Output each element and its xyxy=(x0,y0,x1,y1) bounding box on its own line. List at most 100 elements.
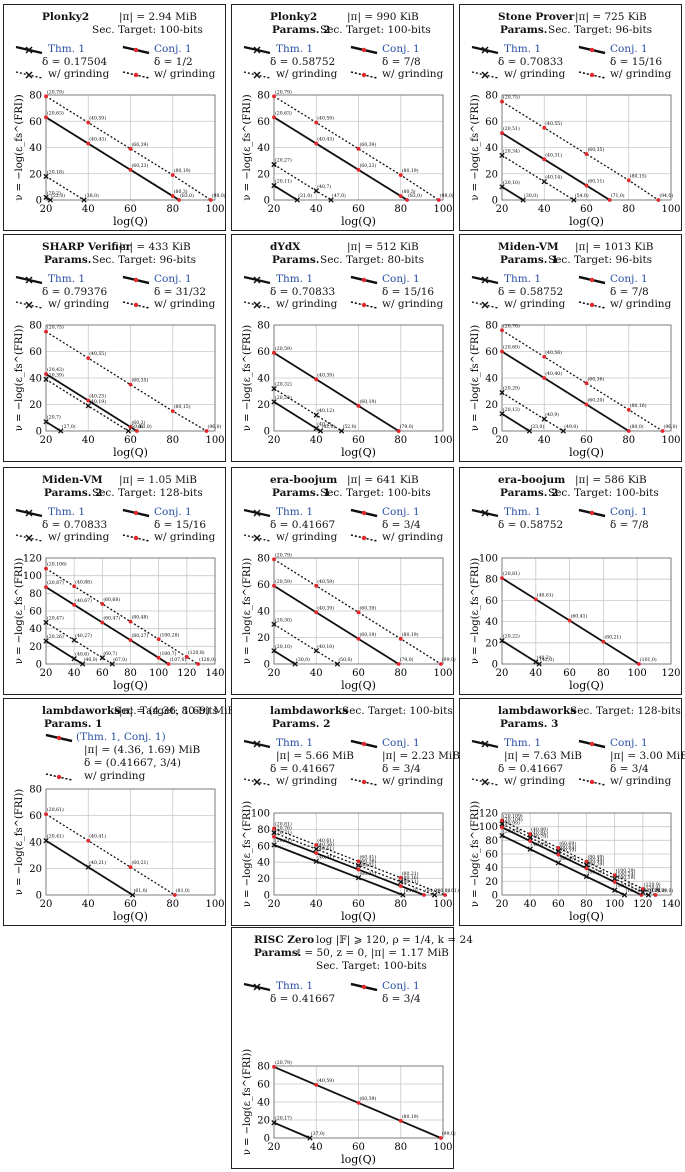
data-label: (60,39) xyxy=(360,604,377,611)
data-point xyxy=(556,845,561,850)
data-point xyxy=(356,403,361,408)
security-target: Sec. Target: 80-bits xyxy=(114,705,219,717)
data-point xyxy=(272,826,276,831)
data-label: (100,29) xyxy=(616,867,636,874)
data-label: (40,9) xyxy=(545,411,559,418)
thm-series: (20,22) (40,2)(42,0) xyxy=(271,394,335,434)
data-point xyxy=(556,852,561,857)
series-line xyxy=(273,401,321,432)
data-point xyxy=(601,639,606,644)
data-label: (20,22) xyxy=(503,633,520,640)
legend-thm: Thm. 1 xyxy=(504,273,542,285)
line-legend-swatch xyxy=(471,739,499,749)
delta-thm: δ = 0.41667 xyxy=(270,763,336,775)
data-point xyxy=(500,99,504,104)
data-point xyxy=(356,146,361,151)
proof-size: |π| = 433 KiB xyxy=(119,241,191,253)
line-legend-swatch xyxy=(471,275,499,285)
y-tick-label: 0 xyxy=(264,891,270,902)
chart-title: era-boojum xyxy=(270,474,338,486)
conj-series: (20,63) (40,43) (60,23) (80,3)(83,0) xyxy=(44,109,194,202)
conj-series: (20,87) (40,67) (60,47) (80,27) (100,7)(107,… xyxy=(44,579,186,666)
data-point xyxy=(520,197,526,203)
data-point xyxy=(44,94,48,99)
data-label: (91,0) xyxy=(425,887,439,894)
data-point xyxy=(398,173,403,177)
thm-grinding-series: (20,39) (40,19) (59,0) xyxy=(43,371,143,434)
chart-subtitle: Params. xyxy=(500,24,548,36)
data-point xyxy=(499,152,505,159)
x-axis-label: log(Q) xyxy=(569,446,604,459)
y-tick-label: 80 xyxy=(257,554,270,565)
data-point xyxy=(43,638,49,644)
chart-title: lambdaworks xyxy=(498,705,577,717)
series-line xyxy=(45,95,212,201)
data-label: (40,55) xyxy=(89,350,106,357)
legend-thm: Thm. 1 xyxy=(504,43,542,55)
data-label: (60,7) xyxy=(103,650,117,657)
data-label: (20,81) xyxy=(275,821,292,828)
y-tick-label: 80 xyxy=(485,575,498,586)
chart-panel-stone: Stone Prover Params. |π| = 725 KiB Sec. Tar… xyxy=(459,4,682,231)
legend-thm: Thm. 1 xyxy=(504,506,542,518)
chart-panel-dydx: dYdX Params. |π| = 512 KiB Sec. Target: 80-… xyxy=(231,234,454,462)
grinding-legend-swatch xyxy=(122,71,150,79)
data-point xyxy=(79,661,86,667)
grinding-legend-swatch xyxy=(350,71,378,79)
y-tick-label: 60 xyxy=(485,596,498,607)
grid xyxy=(501,324,672,432)
y-tick-label: 0 xyxy=(264,427,270,438)
legend-conj: Conj. 1 xyxy=(610,43,648,55)
line-legend-swatch xyxy=(243,982,271,992)
x-tick-label: 20 xyxy=(40,668,53,679)
x-tick-label: 80 xyxy=(394,1142,407,1153)
data-label: (60,3) xyxy=(132,419,146,426)
y-tick-label: 40 xyxy=(485,863,498,874)
y-axis-label: ν = −log(ε_fs^(FRI)) xyxy=(242,801,253,907)
y-tick-label: 60 xyxy=(29,347,42,358)
data-label: (38,0) xyxy=(85,192,99,199)
security-target: Sec. Target: 100-bits xyxy=(320,24,431,36)
delta-conj: δ = 3/4 xyxy=(382,763,421,775)
security-target: Sec. Target: 128-bits xyxy=(570,705,681,717)
x-tick-label: 80 xyxy=(597,668,610,679)
data-label: (40,56) xyxy=(545,349,562,356)
data-label: (20,81) xyxy=(503,570,520,577)
series-line xyxy=(501,413,530,432)
data-point xyxy=(541,178,547,185)
data-label: (20,26) xyxy=(47,633,64,640)
legend-conj: Conj. 1 xyxy=(382,506,420,518)
chart-subtitle: Params. 2 xyxy=(500,487,559,499)
data-label: (80,21) xyxy=(604,634,621,641)
data-label: (40,67) xyxy=(75,597,92,604)
chart-panel-era-p1: era-boojum Params. 1 |π| = 641 KiB Sec. Tar… xyxy=(231,467,456,695)
data-point xyxy=(398,884,403,888)
x-axis-label: log(Q) xyxy=(569,679,604,692)
chart-panel-sharp: SHARP Verifier Params. |π| = 433 KiB Sec. T… xyxy=(3,234,226,462)
y-tick-label: 20 xyxy=(485,169,498,180)
line-legend-swatch xyxy=(471,45,499,55)
data-point xyxy=(584,866,589,871)
y-tick-label: 80 xyxy=(257,825,270,836)
data-label: (30,0) xyxy=(296,656,310,663)
series-line xyxy=(273,832,435,896)
thm-series: (20,13) (33,0) xyxy=(499,406,544,434)
data-label: (20,109) xyxy=(503,813,523,820)
data-point xyxy=(583,862,590,868)
delta-conj: δ = 31/32 xyxy=(154,286,207,298)
thm-grinding-series: (20,104) (40,84) (60,64) (80,44) (100,24) (12… xyxy=(499,816,666,898)
series-line xyxy=(45,373,138,432)
data-point xyxy=(607,198,612,202)
data-label: (42,0) xyxy=(540,656,554,663)
thm-series: (20,2)(22,0) xyxy=(43,189,65,203)
y-axis-label: ν = −log(ε_fs^(FRI)) xyxy=(470,94,481,200)
data-point xyxy=(533,659,539,665)
x-axis-label: log(Q) xyxy=(341,215,376,228)
grinding-legend-swatch xyxy=(15,534,43,542)
x-tick-label: 40 xyxy=(82,435,95,446)
data-point xyxy=(500,818,504,823)
legend-thm: Thm. 1 xyxy=(48,43,86,55)
legend-conj-grinding: w/ grinding xyxy=(610,298,672,310)
data-label: (40,43) xyxy=(89,136,106,143)
